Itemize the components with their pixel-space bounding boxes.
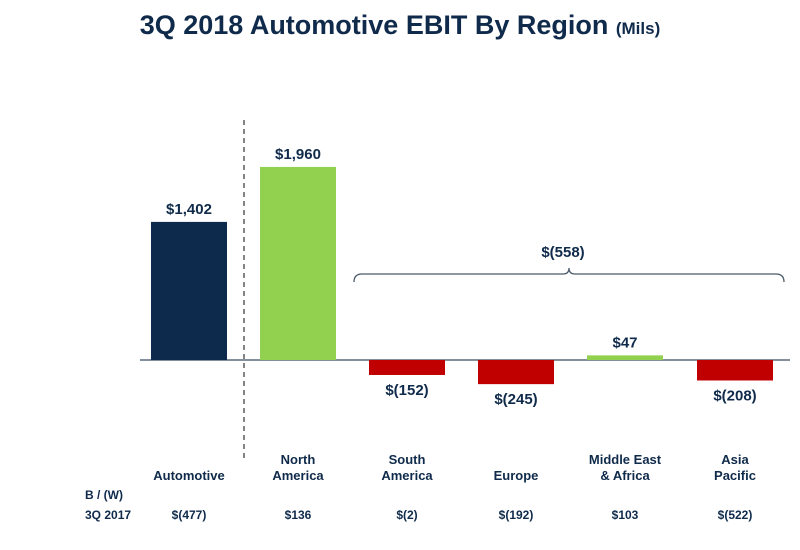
bracket-label: $(558) <box>541 244 584 261</box>
comparison-value-0: $(477) <box>172 508 207 522</box>
category-label-0: Automotive <box>153 468 225 483</box>
category-label-5: Asia <box>721 452 749 467</box>
comparison-value-1: $136 <box>285 508 312 522</box>
data-label-1: $1,960 <box>275 146 321 163</box>
data-label-2: $(152) <box>385 382 428 399</box>
title-unit: (Mils) <box>615 19 661 38</box>
comparison-row-label: 3Q 2017 <box>85 508 131 522</box>
bar-1 <box>260 166 336 360</box>
bar-0 <box>151 221 227 360</box>
comparison-value-3: $(192) <box>499 508 534 522</box>
chart-title: 3Q 2018 Automotive EBIT By Region (Mils) <box>0 10 800 41</box>
category-label-5: Pacific <box>714 468 756 483</box>
data-label-3: $(245) <box>494 391 537 408</box>
category-label-1: North <box>281 452 316 467</box>
title-text: 3Q 2018 Automotive EBIT By Region <box>139 10 609 40</box>
bar-2 <box>369 360 445 375</box>
bar-5 <box>697 360 773 381</box>
comparison-value-2: $(2) <box>396 508 417 522</box>
bracket <box>353 267 785 283</box>
data-label-0: $1,402 <box>166 201 212 218</box>
comparison-value-4: $103 <box>612 508 639 522</box>
category-label-4: & Africa <box>600 468 650 483</box>
bar-4 <box>587 355 663 360</box>
category-label-1: America <box>272 468 324 483</box>
category-label-2: South <box>389 452 426 467</box>
data-label-5: $(208) <box>713 387 756 404</box>
comparison-value-5: $(522) <box>718 508 753 522</box>
category-label-4: Middle East <box>589 452 662 467</box>
category-label-2: America <box>381 468 433 483</box>
comparison-header: B / (W) <box>85 488 123 502</box>
bar-3 <box>478 360 554 385</box>
category-label-3: Europe <box>494 468 539 483</box>
data-label-4: $47 <box>612 334 637 351</box>
